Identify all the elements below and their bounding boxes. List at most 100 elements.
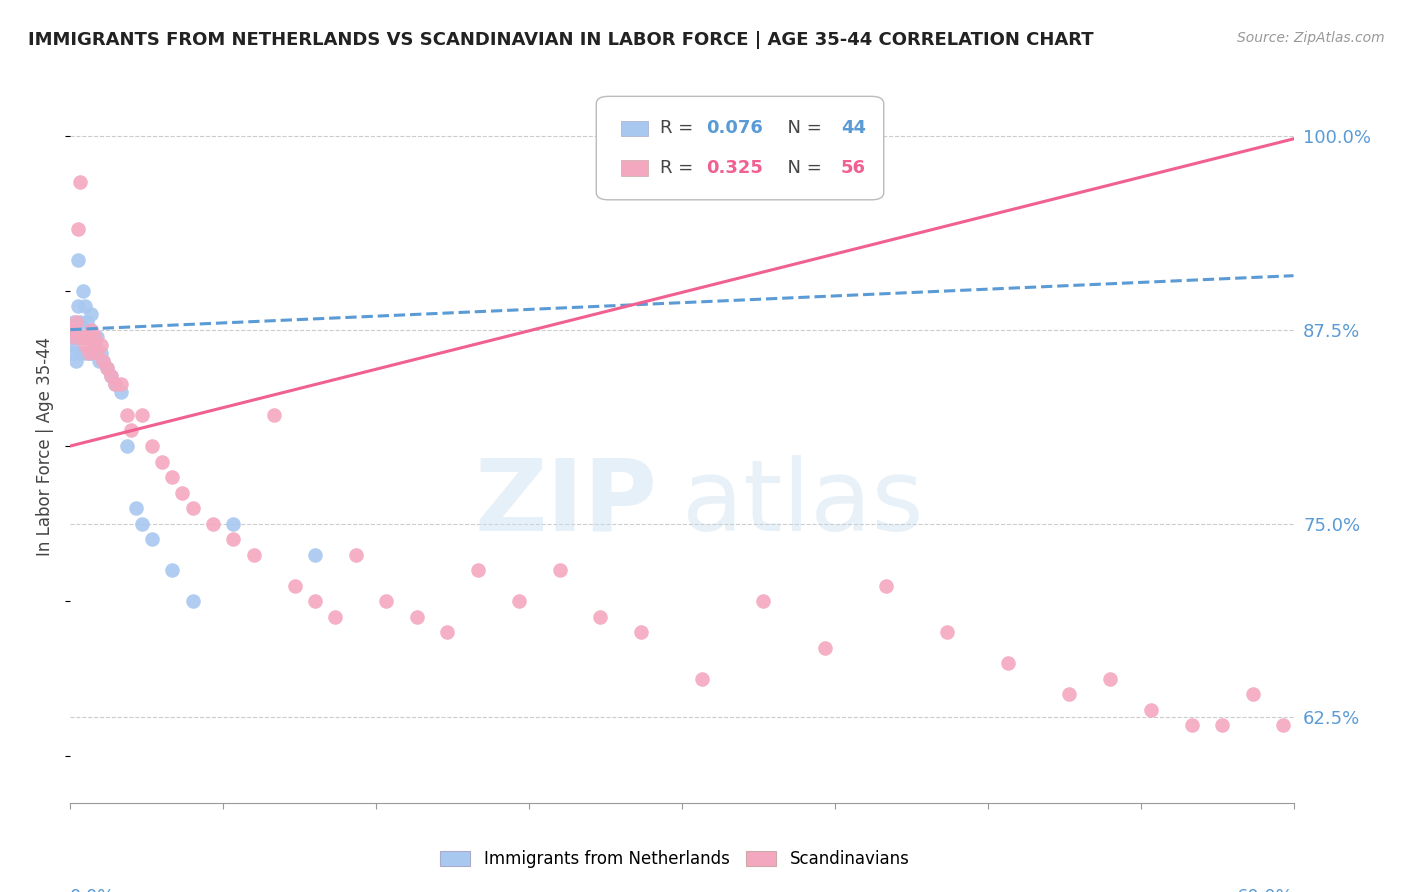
Point	[172, 485, 194, 500]
Text: IMMIGRANTS FROM NETHERLANDS VS SCANDINAVIAN IN LABOR FORCE | AGE 35-44 CORRELATI: IMMIGRANTS FROM NETHERLANDS VS SCANDINAV…	[28, 31, 1094, 49]
FancyBboxPatch shape	[596, 96, 884, 200]
Point	[90, 338, 112, 352]
Point	[63, 330, 86, 344]
Point	[96, 361, 118, 376]
Point	[73, 299, 96, 313]
Point	[76, 315, 98, 329]
Point	[752, 594, 775, 608]
Point	[436, 625, 458, 640]
Point	[100, 369, 122, 384]
Point	[63, 323, 86, 337]
Text: R =: R =	[659, 159, 699, 177]
Point	[82, 330, 104, 344]
Point	[1211, 718, 1233, 732]
Point	[79, 323, 103, 337]
Point	[222, 532, 245, 546]
Point	[936, 625, 959, 640]
Point	[162, 470, 183, 484]
Point	[181, 501, 204, 516]
Point	[91, 353, 114, 368]
Text: 60.0%: 60.0%	[1237, 888, 1294, 892]
Point	[83, 330, 105, 344]
Point	[77, 346, 100, 360]
Point	[150, 454, 173, 468]
Text: atlas: atlas	[682, 455, 924, 551]
Point	[131, 408, 153, 422]
Point	[508, 594, 530, 608]
Point	[181, 594, 204, 608]
Point	[997, 656, 1019, 670]
Point	[67, 222, 90, 236]
Point	[87, 353, 110, 368]
Point	[1181, 718, 1204, 732]
Point	[96, 361, 118, 376]
Point	[69, 175, 91, 189]
Point	[141, 439, 163, 453]
Text: Source: ZipAtlas.com: Source: ZipAtlas.com	[1237, 31, 1385, 45]
Point	[243, 548, 266, 562]
Point	[69, 315, 91, 329]
Point	[692, 672, 714, 686]
Point	[69, 330, 91, 344]
Legend: Immigrants from Netherlands, Scandinavians: Immigrants from Netherlands, Scandinavia…	[433, 844, 917, 875]
Point	[263, 408, 285, 422]
Point	[60, 338, 83, 352]
Point	[589, 609, 612, 624]
Point	[630, 625, 652, 640]
Point	[1241, 687, 1264, 701]
Point	[79, 346, 103, 360]
Point	[60, 323, 83, 337]
Point	[65, 330, 87, 344]
Point	[65, 323, 87, 337]
Point	[86, 330, 108, 344]
Point	[63, 346, 86, 360]
Point	[467, 563, 489, 577]
Text: 44: 44	[841, 120, 866, 137]
Point	[110, 384, 132, 399]
Point	[162, 563, 183, 577]
Text: R =: R =	[659, 120, 699, 137]
Point	[375, 594, 398, 608]
Point	[202, 516, 225, 531]
Text: N =: N =	[776, 120, 828, 137]
Point	[69, 346, 91, 360]
Point	[67, 330, 90, 344]
Point	[1140, 703, 1163, 717]
Point	[67, 299, 90, 313]
Point	[121, 424, 143, 438]
Point	[117, 408, 139, 422]
Text: 0.0%: 0.0%	[70, 888, 115, 892]
Point	[76, 330, 98, 344]
Text: ZIP: ZIP	[475, 455, 658, 551]
Point	[222, 516, 245, 531]
Point	[72, 284, 94, 298]
Point	[131, 516, 153, 531]
Point	[1059, 687, 1081, 701]
Point	[79, 307, 103, 321]
Point	[91, 353, 114, 368]
Point	[60, 330, 83, 344]
Point	[141, 532, 163, 546]
Point	[104, 376, 127, 391]
Point	[325, 609, 347, 624]
Point	[77, 346, 100, 360]
FancyBboxPatch shape	[621, 120, 648, 136]
Point	[1272, 718, 1295, 732]
Point	[406, 609, 429, 624]
Text: 0.325: 0.325	[706, 159, 763, 177]
Point	[65, 353, 87, 368]
Point	[83, 338, 105, 352]
Point	[304, 548, 326, 562]
Point	[90, 346, 112, 360]
Point	[72, 330, 94, 344]
Point	[548, 563, 571, 577]
Point	[117, 439, 139, 453]
Point	[73, 338, 96, 352]
Point	[82, 338, 104, 352]
Point	[284, 579, 307, 593]
Point	[79, 323, 103, 337]
Point	[60, 323, 83, 337]
Text: 0.076: 0.076	[706, 120, 763, 137]
Point	[814, 640, 837, 655]
Point	[1099, 672, 1122, 686]
